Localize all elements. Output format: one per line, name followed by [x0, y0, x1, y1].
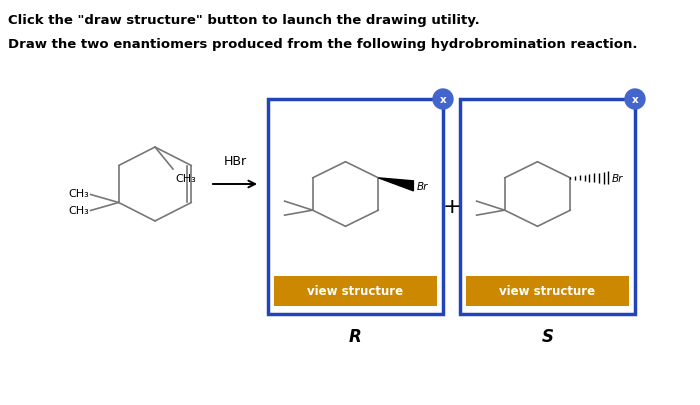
Bar — [268, 100, 443, 314]
Bar — [460, 100, 635, 314]
Text: CH₃: CH₃ — [68, 206, 89, 216]
Text: CH₃: CH₃ — [68, 189, 89, 199]
Text: CH₃: CH₃ — [175, 174, 196, 183]
Text: Br: Br — [416, 181, 428, 192]
Text: Draw the two enantiomers produced from the following hydrobromination reaction.: Draw the two enantiomers produced from t… — [8, 38, 638, 51]
Text: view structure: view structure — [499, 285, 596, 298]
Bar — [274, 276, 437, 306]
Circle shape — [433, 90, 453, 110]
Polygon shape — [379, 179, 414, 192]
Text: x: x — [631, 95, 638, 105]
Text: +: + — [442, 197, 461, 217]
Text: R: R — [349, 327, 362, 345]
Circle shape — [625, 90, 645, 110]
Text: Br: Br — [611, 173, 623, 183]
Text: x: x — [440, 95, 447, 105]
Text: view structure: view structure — [307, 285, 404, 298]
Text: Click the "draw structure" button to launch the drawing utility.: Click the "draw structure" button to lau… — [8, 14, 480, 27]
Text: S: S — [542, 327, 554, 345]
Bar — [466, 276, 629, 306]
Text: HBr: HBr — [223, 155, 246, 168]
